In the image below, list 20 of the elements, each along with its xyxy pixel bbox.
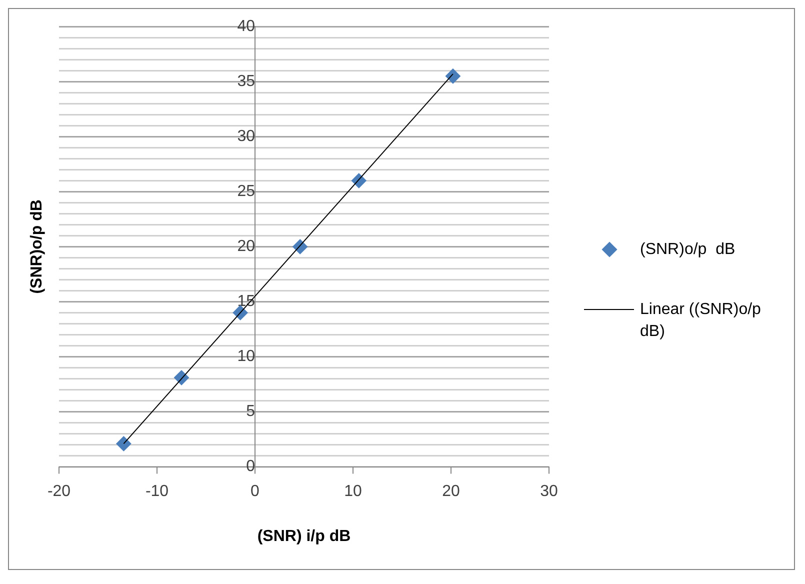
- x-tick-label: -10: [145, 482, 169, 500]
- y-axis-title: (SNR)o/p dB: [28, 200, 46, 294]
- y-tick-label: 35: [237, 73, 256, 90]
- y-tick-label: 10: [237, 348, 256, 366]
- x-tick-label: 20: [442, 482, 460, 500]
- y-tick-label: 5: [246, 403, 256, 420]
- x-axis-title: (SNR) i/p dB: [257, 528, 351, 546]
- point: [445, 68, 460, 84]
- x-tick-label: -20: [47, 482, 71, 500]
- legend-label: (SNR)o/p dB: [640, 240, 736, 260]
- x-tick-label: 10: [344, 482, 362, 500]
- y-tick-label: 20: [237, 238, 256, 256]
- point: [232, 305, 248, 320]
- x-tick-label: 30: [540, 482, 558, 500]
- y-tick-label: 30: [237, 128, 256, 146]
- legend-label: Linear ((SNR)o/p dB): [640, 300, 762, 342]
- point: [351, 173, 366, 188]
- y-tick-label: 25: [237, 183, 256, 200]
- y-tick-label: 40: [237, 18, 256, 36]
- point: [116, 436, 132, 452]
